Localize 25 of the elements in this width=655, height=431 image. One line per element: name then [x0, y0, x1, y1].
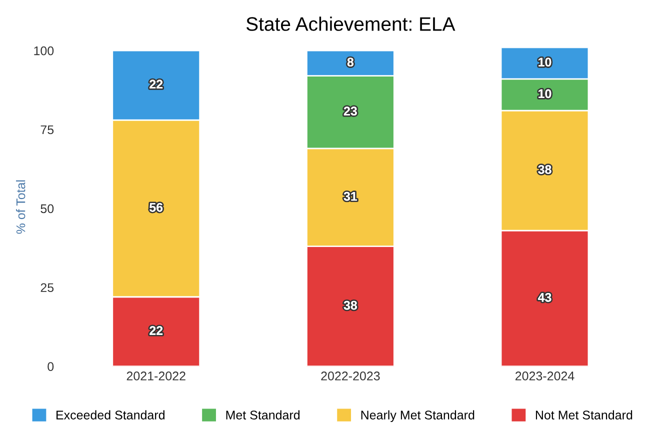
data-label: 31: [344, 192, 358, 201]
y-tick-label: 75: [40, 125, 54, 134]
y-tick-label: 100: [34, 46, 54, 56]
data-label: 38: [538, 165, 552, 174]
legend-label: Nearly Met Standard: [361, 410, 474, 422]
x-tick-label: 2022-2023: [321, 372, 380, 380]
legend-label: Exceeded Standard: [56, 410, 164, 420]
x-tick-label: 2023-2024: [515, 372, 574, 380]
y-tick-label: 25: [40, 283, 54, 292]
y-tick-label: 0: [48, 362, 54, 371]
data-label: 22: [150, 326, 163, 335]
data-label: 56: [150, 202, 163, 212]
data-label: 8: [347, 58, 354, 67]
legend-label: Met Standard: [226, 410, 300, 420]
data-label: 43: [538, 292, 552, 302]
x-tick-label: 2021-2022: [126, 372, 186, 380]
legend-label: Not Met Standard: [536, 410, 632, 420]
data-label: 10: [538, 89, 552, 98]
data-label: 22: [150, 80, 163, 89]
y-axis-title: % of Total: [16, 180, 26, 234]
data-label: 38: [344, 300, 357, 310]
chart-title: State Achievement: ELA: [246, 16, 456, 31]
data-label: 23: [344, 106, 357, 116]
data-label: 10: [538, 58, 552, 67]
y-tick-label: 50: [40, 204, 54, 214]
